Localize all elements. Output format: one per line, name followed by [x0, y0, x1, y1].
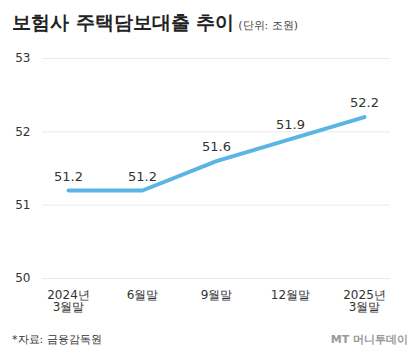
svg-text:51.2: 51.2	[54, 169, 83, 184]
svg-text:12월말: 12월말	[271, 288, 310, 302]
svg-text:6월말: 6월말	[127, 288, 159, 302]
html-text:보험사 주택담보대출 추이 (단위: 조원): 보험사 주택담보대출 추이 (단위: 조원)	[12, 11, 298, 33]
svg-text:52: 52	[15, 125, 30, 139]
svg-text:51.2: 51.2	[128, 169, 157, 184]
svg-text:9월말: 9월말	[201, 288, 233, 302]
svg-text:51: 51	[15, 198, 30, 212]
svg-text:2025년3월말: 2025년3월말	[343, 288, 386, 314]
svg-text:52.2: 52.2	[350, 95, 379, 110]
svg-text:50: 50	[15, 271, 30, 285]
svg-text:53: 53	[15, 51, 30, 65]
svg-text:51.9: 51.9	[276, 117, 305, 132]
html-text:*자료: 금융감독원: *자료: 금융감독원	[12, 333, 102, 346]
svg-text:51.6: 51.6	[202, 139, 231, 154]
svg-text:2024년3월말: 2024년3월말	[47, 288, 90, 314]
html-text:MT 머니투데이: MT 머니투데이	[330, 333, 408, 346]
